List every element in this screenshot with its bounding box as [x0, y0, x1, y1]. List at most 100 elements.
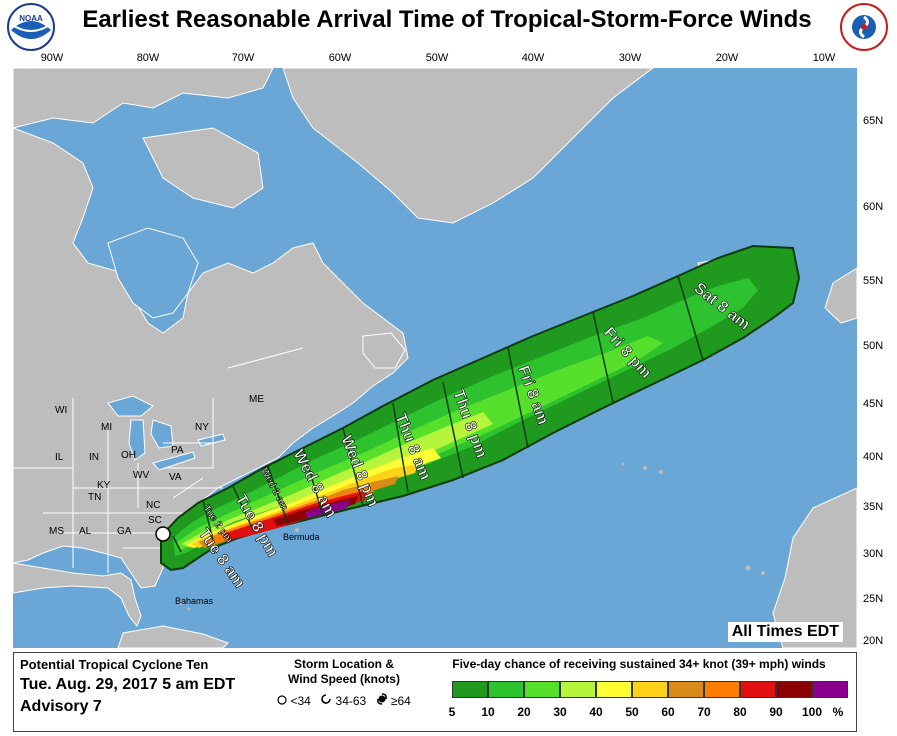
arctic-islands: [12, 67, 274, 129]
lake-erie: [152, 451, 196, 471]
noaa-logo: NOAA: [7, 3, 55, 51]
national-weather-service-logo: [840, 3, 888, 51]
storm-key-label: ≥64: [390, 694, 411, 708]
tropical-storm-icon: [321, 694, 331, 704]
hudson-bay: [107, 227, 199, 319]
storm-location-marker[interactable]: [155, 526, 171, 542]
longitude-label: 80W: [136, 52, 160, 64]
state-label: IL: [55, 452, 64, 463]
state-label: MS: [49, 526, 64, 537]
state-label: AL: [79, 526, 92, 537]
swath-30pct: [181, 412, 493, 546]
hurricane-icon: [376, 693, 387, 705]
longitude-label: 60W: [328, 52, 352, 64]
probability-tick: 60: [661, 705, 675, 719]
probability-swatch: [524, 681, 560, 698]
latitude-axis: 65N 60N 55N 50N 45N 40N 35N 30N 25N 20N: [857, 68, 897, 648]
azores-island: [659, 470, 663, 474]
probability-color-bar: [452, 681, 848, 698]
state-label: SC: [148, 515, 162, 526]
probability-swatch: [812, 681, 848, 698]
state-label: KY: [97, 480, 111, 491]
probability-swatch: [452, 681, 488, 698]
state-label: NY: [195, 422, 209, 433]
noaa-logo-text: NOAA: [19, 14, 43, 23]
storm-key-item: <34: [277, 694, 311, 708]
open-circle-icon: [277, 695, 287, 705]
canary-island: [761, 571, 765, 575]
latitude-label: 55N: [863, 275, 884, 287]
latitude-label: 65N: [863, 115, 884, 127]
latitude-label: 20N: [863, 635, 884, 647]
longitude-axis: 90W 80W 70W 60W 50W 40W 30W 20W 10W: [0, 48, 897, 70]
bahamas-label: Bahamas: [175, 596, 214, 606]
state-label: NC: [146, 500, 160, 511]
probability-tick: 40: [589, 705, 603, 719]
probability-swatch: [596, 681, 632, 698]
state-label: PA: [171, 445, 184, 456]
newfoundland: [362, 332, 406, 369]
probability-ticks: 5 10 20 30 40 50 60 70 80 90 100%: [429, 705, 849, 721]
azores-island: [643, 466, 647, 470]
azores-island: [621, 462, 625, 466]
storm-location-key: Storm Location & Wind Speed (knots) <34 …: [269, 657, 419, 708]
longitude-label: 20W: [715, 52, 739, 64]
isochron-lines: [172, 275, 704, 553]
latitude-label: 30N: [863, 548, 884, 560]
bahamas-island: [187, 607, 191, 611]
greenland: [282, 67, 655, 224]
longitude-label: 10W: [812, 52, 836, 64]
longitude-label: 30W: [618, 52, 642, 64]
probability-swatch: [488, 681, 524, 698]
storm-key-title-1: Storm Location &: [293, 657, 394, 671]
probability-tick: %: [832, 705, 844, 719]
map-area[interactable]: Tue 8 am Tue 2 pm Tue 8 pm Wed 2 am Wed 8 am…: [12, 67, 858, 649]
state-label: OH: [121, 450, 136, 461]
state-label: VA: [169, 472, 182, 483]
storm-name: Potential Tropical Cyclone Ten: [20, 657, 209, 672]
storm-key-label: <34: [290, 694, 311, 708]
probability-tick: 50: [625, 705, 639, 719]
latitude-label: 45N: [863, 398, 884, 410]
bahamas-island: [179, 601, 183, 605]
state-label: MI: [101, 422, 112, 433]
lake-huron: [150, 419, 174, 449]
state-boundaries: [13, 347, 304, 573]
probability-tick: 100: [801, 705, 823, 719]
state-label: TN: [88, 492, 101, 503]
longitude-label: 40W: [521, 52, 545, 64]
swath-100pct: [305, 500, 351, 518]
all-times-note: All Times EDT: [727, 622, 843, 642]
state-label: GA: [117, 526, 132, 537]
legend-panel: Potential Tropical Cyclone Ten Tue. Aug.…: [13, 652, 857, 732]
advisory-info: Potential Tropical Cyclone Ten Tue. Aug.…: [20, 657, 270, 716]
probability-swatch: [704, 681, 740, 698]
advisory-number: Advisory 7: [20, 698, 102, 715]
baffin-island: [142, 127, 264, 209]
latitude-label: 25N: [863, 593, 884, 605]
latitude-label: 60N: [863, 201, 884, 213]
longitude-label: 90W: [40, 52, 64, 64]
state-label: ME: [249, 394, 264, 405]
storm-key-title-2: Wind Speed (knots): [288, 672, 400, 686]
probability-tick: 80: [733, 705, 747, 719]
probability-tick: 10: [481, 705, 495, 719]
probability-tick: 5: [448, 705, 456, 719]
latitude-label: 50N: [863, 340, 884, 352]
longitude-label: 50W: [425, 52, 449, 64]
longitude-label: 70W: [231, 52, 255, 64]
bermuda-island: [295, 528, 299, 532]
bermuda-label: Bermuda: [283, 532, 320, 542]
probability-tick: 20: [517, 705, 531, 719]
probability-key: Five-day chance of receiving sustained 3…: [429, 657, 849, 719]
map-title: Earliest Reasonable Arrival Time of Trop…: [82, 6, 812, 33]
state-label: IN: [89, 452, 99, 463]
storm-key-item: 34-63: [320, 693, 366, 708]
title-bar: NOAA Earliest Reasonable Arrival Time of…: [0, 0, 897, 51]
probability-swatch: [776, 681, 812, 698]
latitude-label: 40N: [863, 451, 884, 463]
advisory-time: Tue. Aug. 29, 2017 5 am EDT: [20, 676, 236, 693]
latitude-label: 35N: [863, 501, 884, 513]
